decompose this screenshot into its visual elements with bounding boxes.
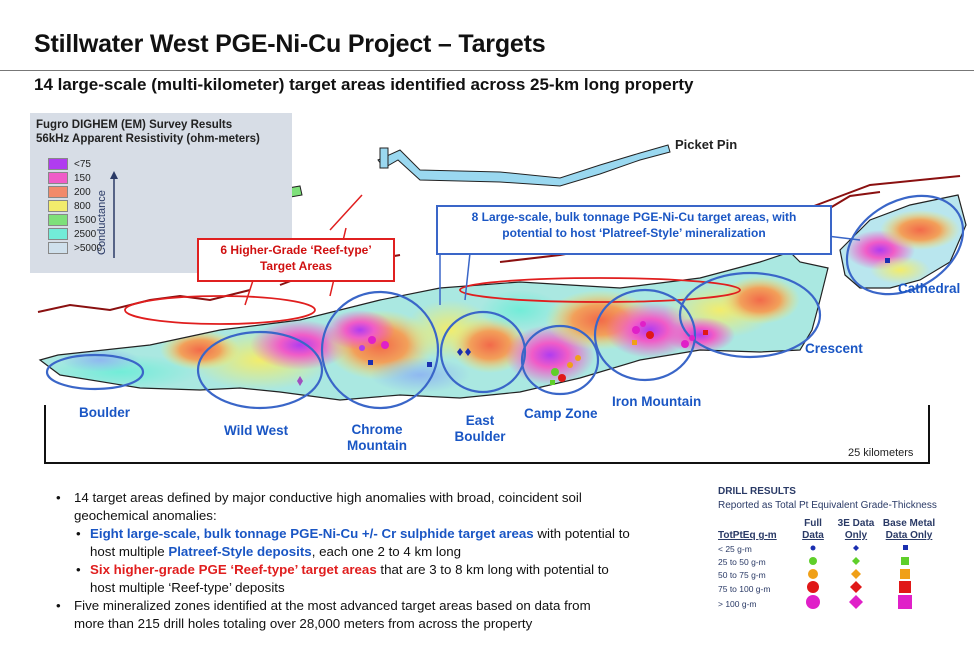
base-metal-square-icon — [900, 569, 910, 579]
label-wild-west: Wild West — [224, 423, 289, 438]
base-metal-square-icon — [901, 557, 909, 565]
sub-bullet-item: Eight large-scale, bulk tonnage PGE-Ni-C… — [56, 525, 696, 561]
drill-col-3e: 3E Data Only — [837, 518, 875, 541]
conductance-arrow-icon — [110, 171, 118, 258]
legend-swatch — [48, 172, 68, 184]
label-camp-zone: Camp Zone — [524, 406, 598, 421]
label-picket-pin: Picket Pin — [675, 137, 738, 152]
3e-diamond-icon — [852, 557, 860, 565]
label-crescent: Crescent — [805, 341, 863, 356]
base-metal-square-icon — [903, 545, 908, 550]
legend-item: 150 — [48, 172, 91, 184]
legend-swatch — [48, 242, 68, 254]
drill-row-label: > 100 g-m — [718, 599, 757, 609]
full-data-circle-icon — [806, 595, 820, 609]
drill-col-base-metal: Base Metal Data Only — [882, 518, 936, 541]
full-data-circle-icon — [808, 569, 818, 579]
label-boulder: Boulder — [79, 405, 131, 420]
full-data-circle-icon — [809, 557, 817, 565]
legend-title: Fugro DIGHEM (EM) Survey Results 56kHz A… — [36, 118, 260, 146]
drill-row-label: 75 to 100 g-m — [718, 584, 771, 594]
full-data-circle-icon — [810, 545, 816, 551]
drill-row-label: 25 to 50 g-m — [718, 557, 766, 567]
drill-results-subtitle: Reported as Total Pt Equivalent Grade-Th… — [718, 500, 937, 511]
drill-row-label: < 25 g-m — [718, 544, 752, 554]
bullet-item: 14 target areas defined by major conduct… — [56, 489, 696, 525]
bullet-list: 14 target areas defined by major conduct… — [56, 489, 696, 633]
legend-swatch — [48, 228, 68, 240]
label-chrome-mountain: Chrome Mountain — [347, 422, 407, 453]
scale-label: 25 kilometers — [848, 447, 914, 459]
full-data-circle-icon — [807, 581, 819, 593]
legend-item: <75 — [48, 158, 91, 170]
legend-item: 1500 — [48, 214, 96, 226]
sub-bullet-item: Six higher-grade PGE ‘Reef-type’ target … — [56, 561, 696, 597]
legend-swatch — [48, 214, 68, 226]
drill-col-full: Full Data — [802, 518, 824, 541]
drill-symbols — [806, 545, 912, 609]
3e-diamond-icon — [853, 545, 859, 551]
scale-bar-right-tick — [928, 405, 930, 464]
3e-diamond-icon — [851, 569, 861, 579]
title-divider — [0, 70, 974, 71]
scale-bar-left-tick — [44, 405, 46, 464]
legend-item: 200 — [48, 186, 91, 198]
base-metal-square-icon — [898, 595, 912, 609]
drill-col-grade: TotPtEq g-m — [718, 530, 777, 541]
base-metal-square-icon — [899, 581, 911, 593]
legend-swatch — [48, 158, 68, 170]
3e-diamond-icon — [849, 595, 863, 609]
legend-item: 2500 — [48, 228, 96, 240]
label-cathedral: Cathedral — [898, 281, 961, 296]
page-title: Stillwater West PGE-Ni-Cu Project – Targ… — [34, 30, 546, 58]
page-subtitle: 14 large-scale (multi-kilometer) target … — [34, 75, 694, 94]
legend-swatch — [48, 186, 68, 198]
conductance-label: Conductance — [96, 190, 108, 255]
drill-results-title: DRILL RESULTS — [718, 486, 796, 497]
legend-item: 800 — [48, 200, 91, 212]
legend-title-line2: 56kHz Apparent Resistivity (ohm-meters) — [36, 133, 260, 145]
legend-swatch — [48, 200, 68, 212]
drill-row-label: 50 to 75 g-m — [718, 570, 766, 580]
bullet-item: Five mineralized zones identified at the… — [56, 597, 696, 633]
3e-diamond-icon — [850, 581, 862, 593]
callout-reef-targets: 6 Higher-Grade ‘Reef-type’ Target Areas — [197, 238, 395, 282]
label-east-boulder: East Boulder — [454, 413, 506, 444]
label-iron-mountain: Iron Mountain — [612, 394, 702, 409]
legend-title-line1: Fugro DIGHEM (EM) Survey Results — [36, 119, 233, 131]
scale-bar — [44, 462, 930, 464]
callout-platreef-targets: 8 Large-scale, bulk tonnage PGE-Ni-Cu ta… — [436, 205, 832, 255]
legend-item: >5000 — [48, 242, 102, 254]
